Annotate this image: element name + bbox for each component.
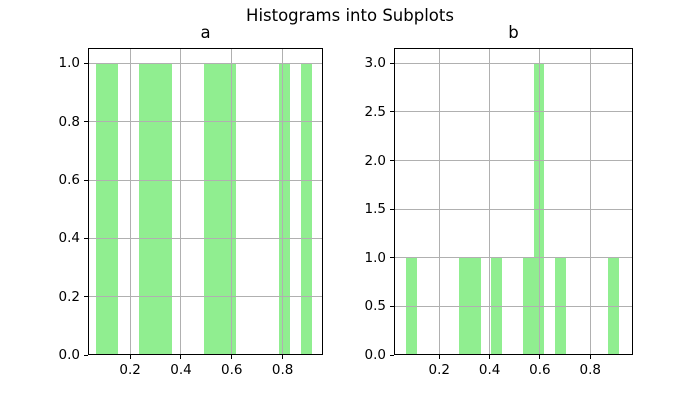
- y-tick-mark: [390, 62, 394, 64]
- y-gridline: [394, 160, 633, 162]
- x-gridline: [589, 48, 591, 355]
- y-tick-mark: [84, 121, 88, 123]
- x-tick-label: 0.2: [119, 362, 141, 378]
- y-tick-mark: [84, 62, 88, 64]
- y-tick-mark: [390, 305, 394, 307]
- histogram-bar: [96, 63, 118, 355]
- histogram-bar: [203, 63, 237, 355]
- histogram-bar: [300, 63, 312, 355]
- x-tick-label: 0.8: [271, 362, 294, 378]
- subplot-a-plot-area: [88, 48, 323, 355]
- y-tick-mark: [390, 208, 394, 210]
- subplot-b-title: b: [508, 23, 519, 42]
- x-gridline: [129, 48, 131, 355]
- y-gridline: [88, 237, 323, 239]
- x-tick-mark: [282, 355, 284, 359]
- x-tick-mark: [539, 355, 541, 359]
- y-tick-label: 1.0: [364, 249, 386, 266]
- x-tick-mark: [489, 355, 491, 359]
- x-gridline: [539, 48, 541, 355]
- y-gridline: [394, 305, 633, 307]
- y-tick-mark: [84, 296, 88, 298]
- y-tick-label: 1.5: [364, 201, 386, 218]
- histogram-bar: [139, 63, 172, 355]
- y-tick-label: 0.8: [58, 113, 80, 130]
- y-tick-label: 1.0: [58, 55, 80, 72]
- x-tick-label: 0.4: [478, 362, 501, 378]
- y-tick-label: 2.0: [364, 152, 386, 169]
- y-tick-label: 2.5: [364, 103, 386, 120]
- subplot-b: b 0.2 0.4 0.6 0.8 0.0 0.5 1.0 1.5 2.0 2.5 3.0: [365, 23, 633, 378]
- y-gridline: [394, 257, 633, 259]
- figure-title: Histograms into Subplots: [246, 6, 454, 25]
- x-tick-mark: [231, 355, 233, 359]
- y-tick-label: 0.6: [58, 172, 80, 189]
- y-tick-mark: [390, 257, 394, 259]
- y-gridline: [394, 208, 633, 210]
- x-tick-mark: [180, 355, 182, 359]
- x-tick-label: 0.4: [170, 362, 192, 378]
- subplot-b-plot-area: [394, 48, 633, 355]
- histogram-bar: [279, 63, 290, 355]
- x-tick-mark: [129, 355, 131, 359]
- y-tick-mark: [390, 111, 394, 113]
- y-tick-mark: [84, 237, 88, 239]
- x-gridline: [282, 48, 284, 355]
- x-gridline: [231, 48, 233, 355]
- y-tick-label: 0.0: [58, 347, 80, 363]
- y-tick-label: 0.4: [58, 230, 80, 247]
- y-gridline: [88, 296, 323, 298]
- y-tick-label: 0.2: [58, 288, 80, 305]
- subplot-b-spines: [394, 48, 633, 355]
- y-gridline: [88, 179, 323, 181]
- y-tick-label: 0.0: [364, 347, 386, 363]
- x-tick-label: 0.8: [579, 362, 601, 378]
- x-gridline: [180, 48, 182, 355]
- subplot-a-title: a: [200, 23, 211, 42]
- y-gridline: [88, 62, 323, 64]
- y-tick-mark: [84, 179, 88, 181]
- x-tick-mark: [438, 355, 440, 359]
- y-tick-mark: [390, 160, 394, 162]
- x-tick-label: 0.6: [529, 362, 551, 378]
- x-gridline: [489, 48, 491, 355]
- y-tick-label: 3.0: [364, 55, 386, 72]
- x-gridline: [438, 48, 440, 355]
- x-tick-label: 0.6: [221, 362, 243, 378]
- y-gridline: [394, 62, 633, 64]
- x-tick-mark: [589, 355, 591, 359]
- y-tick-mark: [84, 354, 88, 356]
- x-tick-label: 0.2: [428, 362, 451, 378]
- y-gridline: [394, 111, 633, 113]
- subplot-a: a 0.2 0.4 0.6 0.8 0.0 0.2 0.4 0.6 0.8 1.0: [59, 23, 323, 378]
- y-tick-label: 0.5: [364, 298, 386, 315]
- y-gridline: [88, 121, 323, 123]
- y-tick-mark: [390, 354, 394, 356]
